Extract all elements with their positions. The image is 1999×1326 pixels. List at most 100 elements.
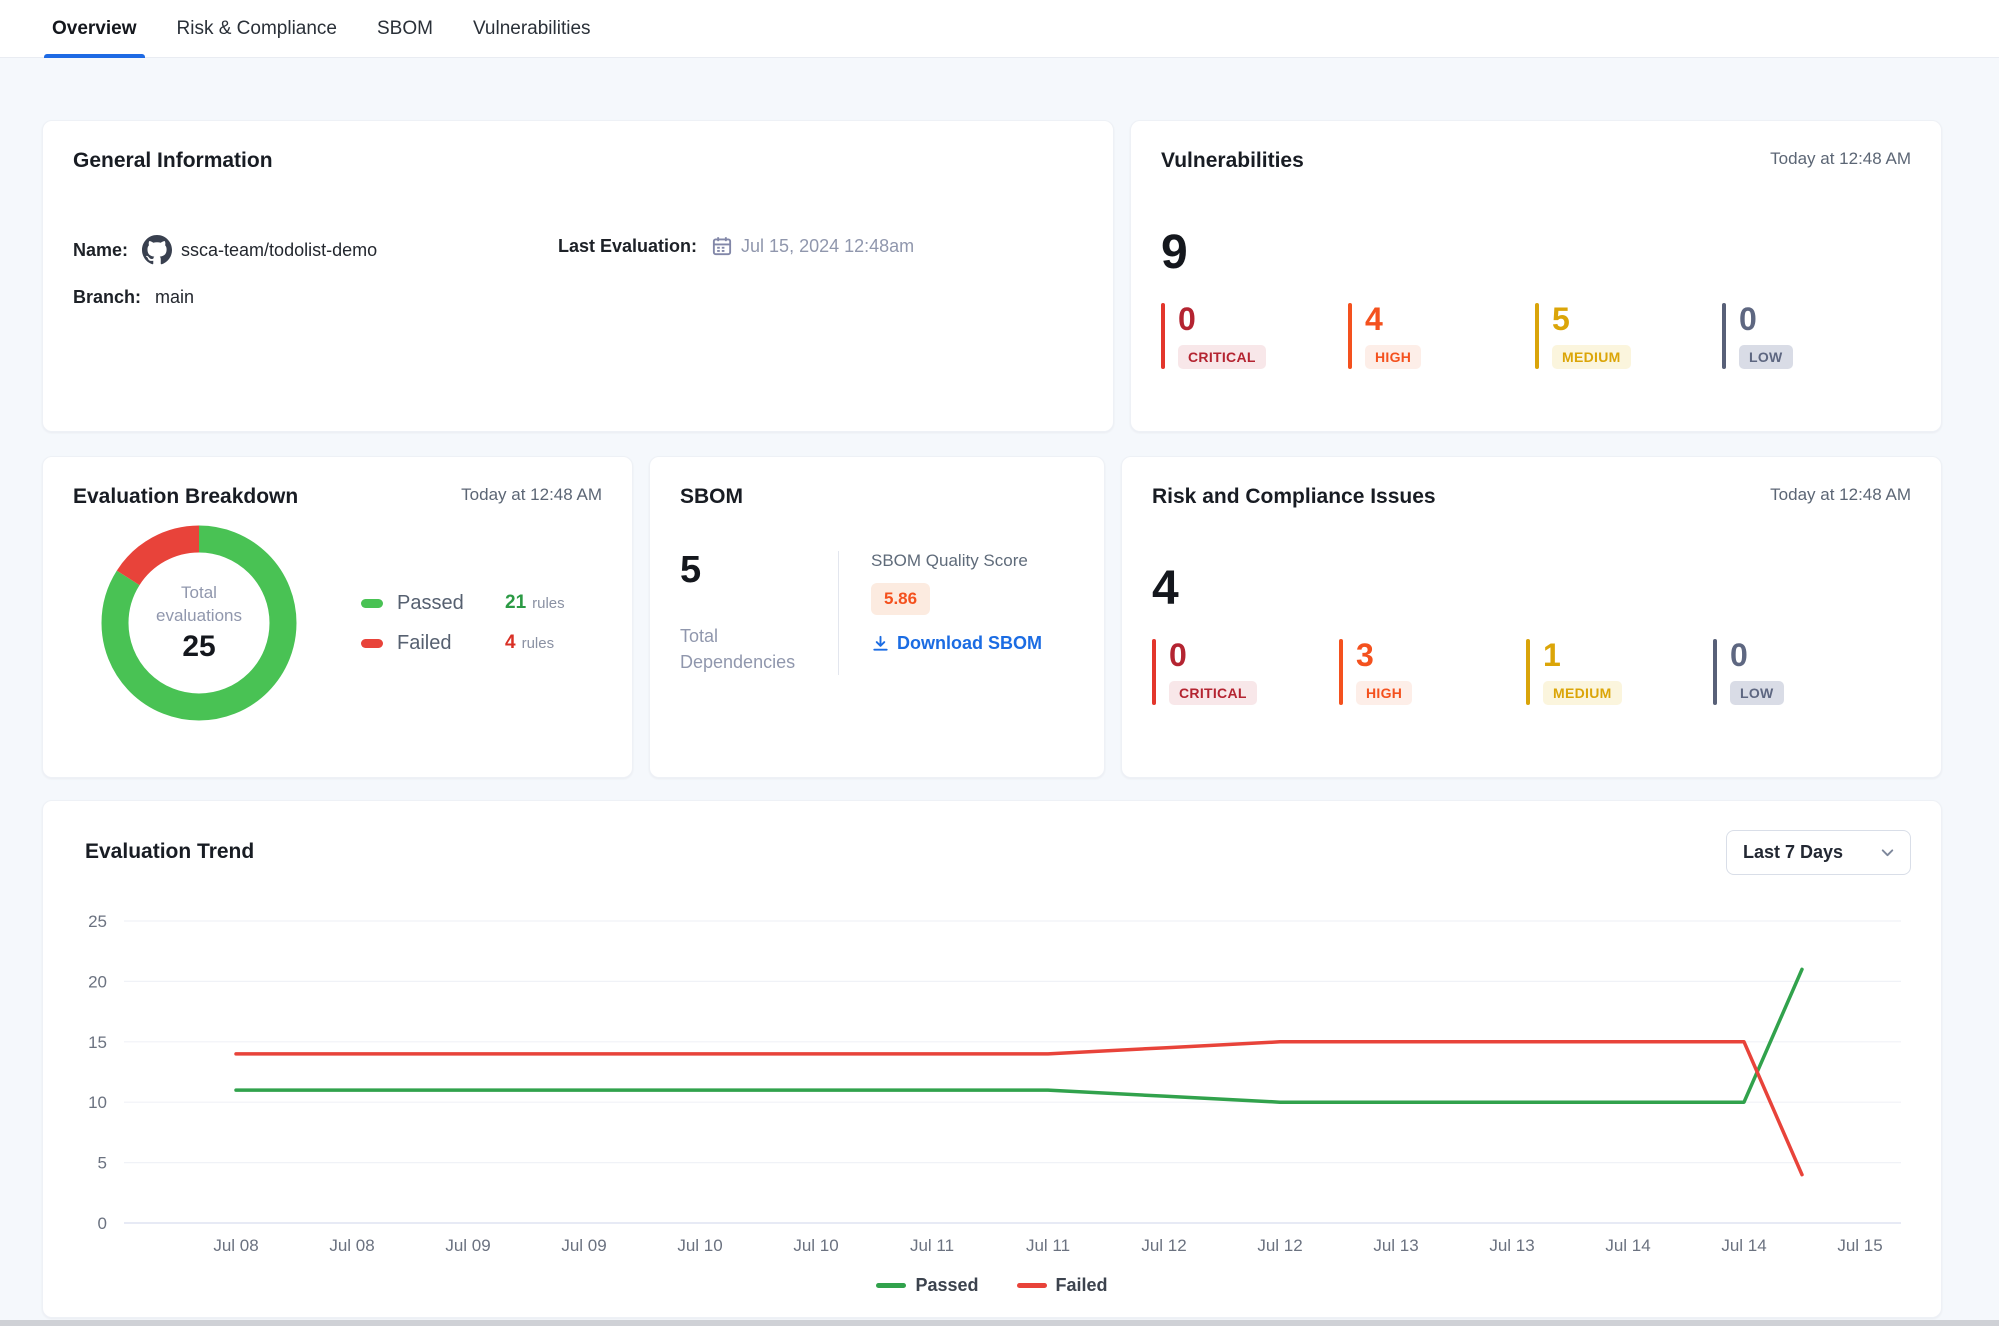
vulnerabilities-card: Vulnerabilities Today at 12:48 AM 9 0 CR…: [1130, 120, 1942, 432]
severity-badge: CRITICAL: [1169, 681, 1257, 705]
last-evaluation-label: Last Evaluation:: [558, 235, 698, 256]
severity-badge: MEDIUM: [1552, 345, 1631, 369]
severity-high: 4 HIGH: [1348, 303, 1535, 369]
donut-total-value: 25: [182, 629, 216, 663]
dashboard-content: General Information Name: ssca-team/todo…: [0, 58, 1999, 1318]
tab-vulnerabilities[interactable]: Vulnerabilities: [472, 17, 591, 39]
severity-badge: LOW: [1739, 345, 1793, 369]
evaluation-breakdown-card: Evaluation Breakdown Today at 12:48 AM T…: [42, 456, 633, 778]
severity-bar: [1713, 639, 1717, 705]
severity-count: 5: [1552, 301, 1570, 337]
severity-count: 0: [1169, 637, 1187, 673]
severity-bar: [1152, 639, 1156, 705]
risk-compliance-total: 4: [1152, 562, 1179, 615]
svg-text:0: 0: [98, 1214, 107, 1233]
horizontal-scrollbar[interactable]: [0, 1320, 1999, 1326]
calendar-icon: [711, 235, 733, 257]
repo-name-value: ssca-team/todolist-demo: [181, 239, 378, 260]
vulnerabilities-total: 9: [1161, 226, 1188, 279]
general-information-title: General Information: [73, 149, 273, 172]
severity-critical: 0 CRITICAL: [1152, 639, 1339, 705]
trend-chart-svg: 0 5 10 15 20 25 Jul 08 Jul 08 Jul 09 Jul 09 Jul 10…: [88, 912, 1901, 1255]
tab-overview[interactable]: Overview: [44, 0, 144, 58]
branch-value: main: [155, 287, 195, 307]
severity-badge: LOW: [1730, 681, 1784, 705]
severity-bar: [1339, 639, 1343, 705]
date-range-value: Last 7 Days: [1743, 841, 1844, 862]
severity-bar: [1535, 303, 1539, 369]
legend-item-passed: Passed: [876, 1275, 979, 1296]
evaluations-donut-chart: Total evaluations 25: [99, 523, 299, 723]
severity-bar: [1161, 303, 1165, 369]
tab-sbom[interactable]: SBOM: [377, 17, 433, 39]
passed-label: Passed: [397, 591, 464, 614]
legend-failed-row: Failed 4 rules: [361, 632, 565, 655]
severity-count: 0: [1730, 637, 1748, 673]
vulnerabilities-severity-row: 0 CRITICAL 4 HIGH 5 MEDIUM 0 LOW: [1161, 303, 1911, 369]
github-icon: [142, 235, 173, 265]
vulnerabilities-title: Vulnerabilities: [1161, 149, 1304, 172]
severity-count: 4: [1365, 301, 1383, 337]
svg-text:Jul 09: Jul 09: [561, 1236, 606, 1255]
passed-count: 21: [505, 592, 527, 613]
total-dependencies-value: 5: [680, 549, 702, 591]
svg-text:Jul 08: Jul 08: [213, 1236, 258, 1255]
evaluation-breakdown-title: Evaluation Breakdown: [73, 485, 299, 508]
svg-text:Jul 10: Jul 10: [677, 1236, 722, 1255]
donut-svg: [101, 525, 297, 721]
branch-row: Branch: main: [73, 287, 558, 308]
evaluation-trend-title: Evaluation Trend: [85, 840, 255, 863]
severity-badge: HIGH: [1365, 345, 1422, 369]
sbom-card: SBOM 5 Total Dependencies SBOM Quality S…: [649, 456, 1105, 778]
tab-bar: Overview Risk & Compliance SBOM Vulnerab…: [0, 0, 1999, 58]
branch-label: Branch:: [73, 287, 142, 307]
severity-low: 0 LOW: [1722, 303, 1909, 369]
svg-text:Jul 09: Jul 09: [445, 1236, 490, 1255]
evaluation-trend-card: Evaluation Trend Last 7 Days 0 5 10 15 20 25 J…: [42, 800, 1942, 1318]
severity-bar: [1526, 639, 1530, 705]
svg-text:Jul 14: Jul 14: [1721, 1236, 1766, 1255]
failed-count: 4: [505, 632, 516, 653]
passed-unit: rules: [532, 594, 565, 612]
svg-text:Jul 13: Jul 13: [1489, 1236, 1534, 1255]
vulnerabilities-timestamp: Today at 12:48 AM: [1770, 149, 1911, 168]
divider: [838, 551, 839, 676]
last-evaluation-value: Jul 15, 2024 12:48am: [741, 235, 915, 256]
passed-pill-icon: [361, 598, 383, 608]
failed-unit: rules: [521, 634, 555, 652]
passed-line-icon: [876, 1283, 907, 1288]
svg-text:Jul 14: Jul 14: [1605, 1236, 1650, 1255]
failed-pill-icon: [361, 638, 383, 648]
sbom-quality-score-value: 5.86: [871, 583, 931, 615]
tab-risk-compliance[interactable]: Risk & Compliance: [176, 17, 338, 39]
download-sbom-link[interactable]: Download SBOM: [871, 633, 1042, 654]
legend-item-failed: Failed: [1016, 1275, 1108, 1296]
sbom-title: SBOM: [680, 485, 743, 508]
svg-text:15: 15: [88, 1033, 107, 1052]
severity-count: 0: [1178, 301, 1196, 337]
risk-compliance-title: Risk and Compliance Issues: [1152, 485, 1436, 508]
svg-text:Jul 10: Jul 10: [793, 1236, 838, 1255]
svg-text:Jul 12: Jul 12: [1257, 1236, 1302, 1255]
severity-badge: HIGH: [1356, 681, 1413, 705]
download-icon: [871, 634, 890, 653]
severity-bar: [1348, 303, 1352, 369]
svg-text:10: 10: [88, 1093, 107, 1112]
evaluation-breakdown-timestamp: Today at 12:48 AM: [461, 485, 602, 504]
download-sbom-label: Download SBOM: [897, 633, 1042, 653]
severity-badge: CRITICAL: [1178, 345, 1266, 369]
svg-text:Jul 11: Jul 11: [910, 1236, 954, 1255]
risk-compliance-severity-row: 0 CRITICAL 3 HIGH 1 MEDIUM 0 LOW: [1152, 639, 1911, 705]
severity-count: 3: [1356, 637, 1374, 673]
risk-compliance-card: Risk and Compliance Issues Today at 12:4…: [1121, 456, 1942, 778]
total-dependencies-label: Total Dependencies: [680, 626, 796, 673]
severity-medium: 1 MEDIUM: [1526, 639, 1713, 705]
name-label: Name:: [73, 239, 129, 260]
last-evaluation-row: Last Evaluation: Jul 15, 2024 12:48am: [558, 235, 914, 257]
chevron-down-icon: [1879, 844, 1896, 861]
svg-text:25: 25: [88, 912, 107, 931]
severity-critical: 0 CRITICAL: [1161, 303, 1348, 369]
severity-high: 3 HIGH: [1339, 639, 1526, 705]
date-range-dropdown[interactable]: Last 7 Days: [1726, 829, 1911, 875]
repo-name-row: Name: ssca-team/todolist-demo: [73, 235, 558, 265]
